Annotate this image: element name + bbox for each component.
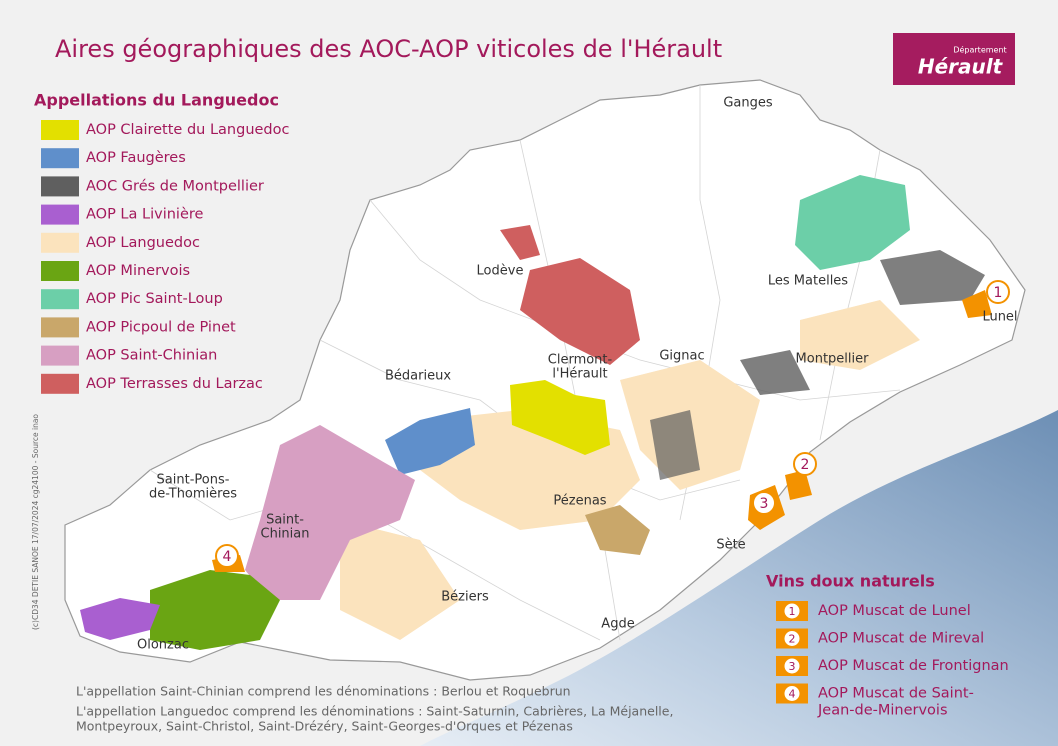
map-marker-number: 4 xyxy=(223,549,232,565)
vdn-label: AOP Muscat de Lunel xyxy=(818,603,971,619)
legend-label: AOP Languedoc xyxy=(86,235,200,251)
place-label: Lunel xyxy=(982,310,1017,325)
legend-swatch xyxy=(41,345,79,366)
sea xyxy=(420,410,1058,746)
note: L'appellation Saint-Chinian comprend les… xyxy=(76,684,571,699)
vdn-label: Jean-de-Minervois xyxy=(817,703,948,719)
vdn-number: 2 xyxy=(789,633,796,646)
legend-label: AOP Clairette du Languedoc xyxy=(86,122,290,138)
legend-title: Appellations du Languedoc xyxy=(34,91,279,110)
legend-swatch xyxy=(41,204,79,225)
map-marker-number: 1 xyxy=(994,285,1003,301)
note: Montpeyroux, Saint-Christol, Saint-Drézé… xyxy=(76,719,573,734)
legend-swatch xyxy=(41,232,79,253)
place-label: Montpellier xyxy=(796,352,870,367)
legend-swatch xyxy=(41,148,79,169)
place-label: de-Thomières xyxy=(149,487,237,502)
legend-label: AOP Terrasses du Larzac xyxy=(86,376,263,392)
logo-main: Hérault xyxy=(918,55,1004,79)
legend-swatch xyxy=(41,289,79,310)
legend-swatch xyxy=(41,120,79,140)
legend-label: AOP Picpoul de Pinet xyxy=(86,319,236,335)
vdn-circle xyxy=(784,631,800,646)
vdn-label: AOP Muscat de Frontignan xyxy=(818,658,1009,674)
legend-label: AOP Minervois xyxy=(86,263,190,279)
place-label: Saint-Pons- xyxy=(157,473,230,488)
place-label: Pézenas xyxy=(553,494,606,509)
legend-label: AOP Faugères xyxy=(86,150,186,166)
place-label: Les Matelles xyxy=(768,274,848,289)
map-marker xyxy=(793,452,817,476)
vdn-number: 3 xyxy=(789,660,796,673)
map-marker-number: 2 xyxy=(801,457,810,473)
place-label: Gignac xyxy=(659,349,704,364)
place-label: Saint- xyxy=(266,513,304,528)
place-label: Sète xyxy=(716,538,745,553)
map-marker-number: 3 xyxy=(760,496,769,512)
vdn-number: 4 xyxy=(789,688,796,701)
place-label: Olonzac xyxy=(137,638,189,653)
place-label: Lodève xyxy=(477,264,524,279)
credit: (c)CD34 DETIE SANOE 17/07/2024 cg24100 -… xyxy=(31,414,40,630)
legend-swatch xyxy=(41,261,79,281)
map-marker xyxy=(986,280,1010,304)
logo-top: Département xyxy=(953,45,1006,55)
legend-swatch xyxy=(41,317,79,338)
legend-swatch xyxy=(41,176,79,197)
note: L'appellation Languedoc comprend les dén… xyxy=(76,704,673,719)
legend-label: AOC Grés de Montpellier xyxy=(86,178,264,194)
legend-swatch xyxy=(41,373,79,394)
place-label: Bédarieux xyxy=(385,369,451,384)
place-label: Ganges xyxy=(723,96,773,111)
legend-label: AOP La Livinière xyxy=(86,207,204,223)
vdn-circle xyxy=(784,686,800,701)
place-label: Béziers xyxy=(441,590,489,605)
logo xyxy=(893,33,1015,85)
legend-label: AOP Pic Saint-Loup xyxy=(86,291,223,307)
place-label: l'Hérault xyxy=(552,367,607,382)
vdn-number: 1 xyxy=(789,605,796,618)
appellation-areas xyxy=(80,175,992,650)
vdn-circle xyxy=(784,658,800,674)
place-label: Agde xyxy=(601,617,634,632)
map-marker xyxy=(215,544,239,568)
map-marker xyxy=(752,491,776,515)
place-label: Clermont- xyxy=(548,353,613,368)
vdn-circle xyxy=(784,603,800,619)
place-label: Chinian xyxy=(261,527,310,542)
vdn-label: AOP Muscat de Saint- xyxy=(818,686,974,702)
vdn-label: AOP Muscat de Mireval xyxy=(818,631,984,647)
title: Aires géographiques des AOC-AOP viticole… xyxy=(55,35,722,63)
legend-label: AOP Saint-Chinian xyxy=(86,348,217,364)
vdn-title: Vins doux naturels xyxy=(766,572,935,591)
